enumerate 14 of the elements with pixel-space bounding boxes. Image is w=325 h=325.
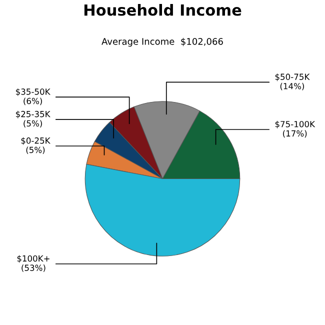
data-label: (5%) bbox=[26, 146, 45, 154]
data-label: (5%) bbox=[24, 120, 42, 128]
chart-subtitle: Average Income $102,066 bbox=[102, 38, 223, 47]
slice-label: $0-25K bbox=[21, 137, 50, 145]
data-label: (14%) bbox=[280, 82, 304, 90]
slice-label: $50-75K bbox=[275, 74, 310, 82]
chart-title: Household Income bbox=[84, 4, 242, 16]
data-label: (17%) bbox=[283, 130, 307, 138]
data-label: (6%) bbox=[24, 98, 42, 106]
slice-label: $35-50K bbox=[16, 88, 50, 96]
data-label: (53%) bbox=[22, 264, 46, 272]
slice-label: $100K+ bbox=[17, 255, 50, 263]
slice-label: $25-35K bbox=[16, 110, 50, 118]
slice-label: $75-100K bbox=[275, 120, 316, 128]
